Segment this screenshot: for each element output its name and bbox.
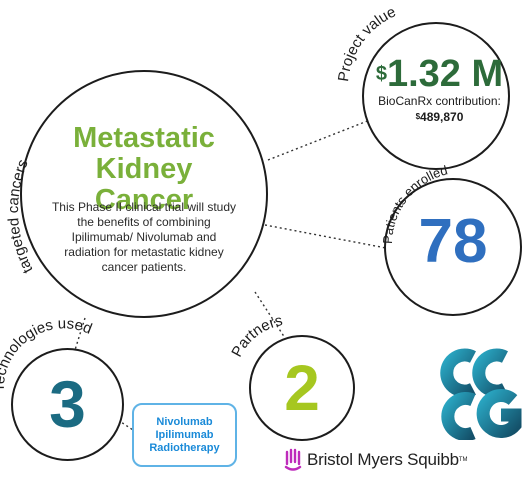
- technologies-list: Nivolumab Ipilimumab Radiotherapy: [132, 403, 237, 467]
- technology-item: Ipilimumab: [155, 428, 214, 441]
- patients-circle: [384, 178, 522, 316]
- accg-logo: [440, 348, 522, 440]
- main-title-line1: Metastatic: [73, 122, 215, 154]
- partners-circle: [249, 335, 355, 441]
- project-value-amount: $1.32 M: [372, 55, 507, 93]
- bms-mark-icon: [284, 448, 302, 471]
- project-value-currency: $: [375, 63, 387, 85]
- project-value-number: 1.32 M: [386, 53, 504, 95]
- main-title: Metastatic Kidney Cancer: [44, 123, 244, 216]
- technology-item: Radiotherapy: [149, 441, 220, 454]
- contribution-label: BioCanRx contribution:: [378, 94, 501, 108]
- main-circle: [20, 70, 268, 318]
- bms-logo: Bristol Myers Squibb TM: [283, 446, 468, 474]
- main-title-line2: Kidney Cancer: [94, 153, 194, 216]
- connector-partners: [254, 291, 286, 339]
- contribution-number: 489,870: [420, 110, 464, 124]
- main-description: This Phase II clinical trial will study …: [51, 200, 237, 274]
- technologies-value: 3: [49, 367, 86, 441]
- project-value-circle: [362, 22, 510, 170]
- partners-value: 2: [284, 352, 320, 424]
- technology-item: Nivolumab: [156, 415, 213, 428]
- technologies-circle: [11, 348, 124, 461]
- main-circle-label: targeted cancers: [5, 157, 37, 276]
- patients-value: 78: [418, 207, 488, 276]
- contribution-currency: $: [415, 112, 421, 121]
- bms-trademark: TM: [458, 457, 468, 463]
- contribution-amount: $489,870: [372, 110, 507, 124]
- connector-tech-box: [117, 419, 134, 431]
- connector-value: [267, 119, 371, 161]
- connector-technologies: [74, 317, 86, 351]
- connector-patients: [264, 224, 387, 249]
- bms-name: Bristol Myers Squibb: [307, 450, 459, 469]
